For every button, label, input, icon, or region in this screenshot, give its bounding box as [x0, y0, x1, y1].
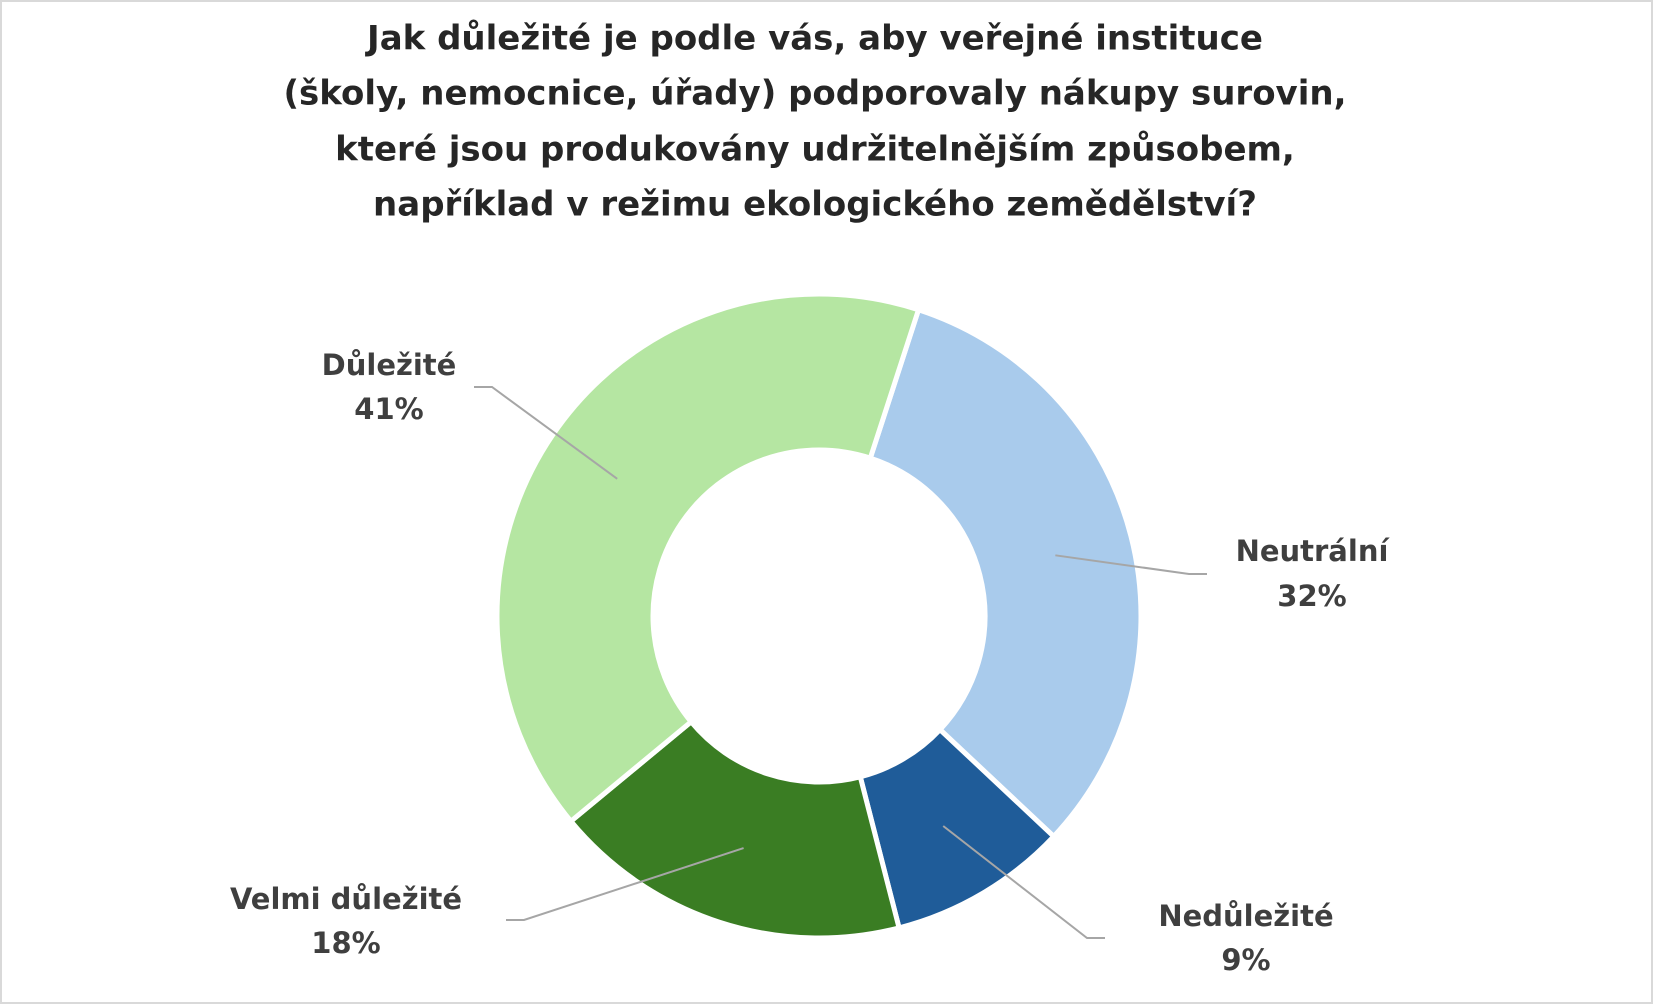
chart-title: Jak důležité je podle vás, aby veřejné i… — [365, 19, 1263, 59]
donut-slice — [494, 291, 922, 825]
data-label-name: Neutrální — [1236, 534, 1391, 568]
data-label-name: Důležité — [322, 348, 457, 382]
chart-title: (školy, nemocnice, úřady) podporovaly ná… — [283, 74, 1346, 114]
leader-line — [506, 847, 744, 921]
data-label-name: Nedůležité — [1158, 899, 1333, 933]
chart-title: například v režimu ekologického zeměděls… — [373, 185, 1257, 225]
leader-line — [942, 825, 1105, 939]
leader-line — [474, 386, 618, 480]
data-label-name: Velmi důležité — [230, 882, 462, 916]
donut-slice — [567, 718, 903, 941]
data-label-value: 32% — [1277, 579, 1346, 613]
chart-title: které jsou produkovány udržitelnějším zp… — [335, 130, 1295, 170]
data-label-value: 41% — [354, 392, 423, 426]
data-label-value: 18% — [311, 926, 380, 960]
donut-slice — [867, 306, 1144, 840]
leader-line — [1055, 554, 1207, 575]
data-label-value: 9% — [1221, 943, 1270, 977]
